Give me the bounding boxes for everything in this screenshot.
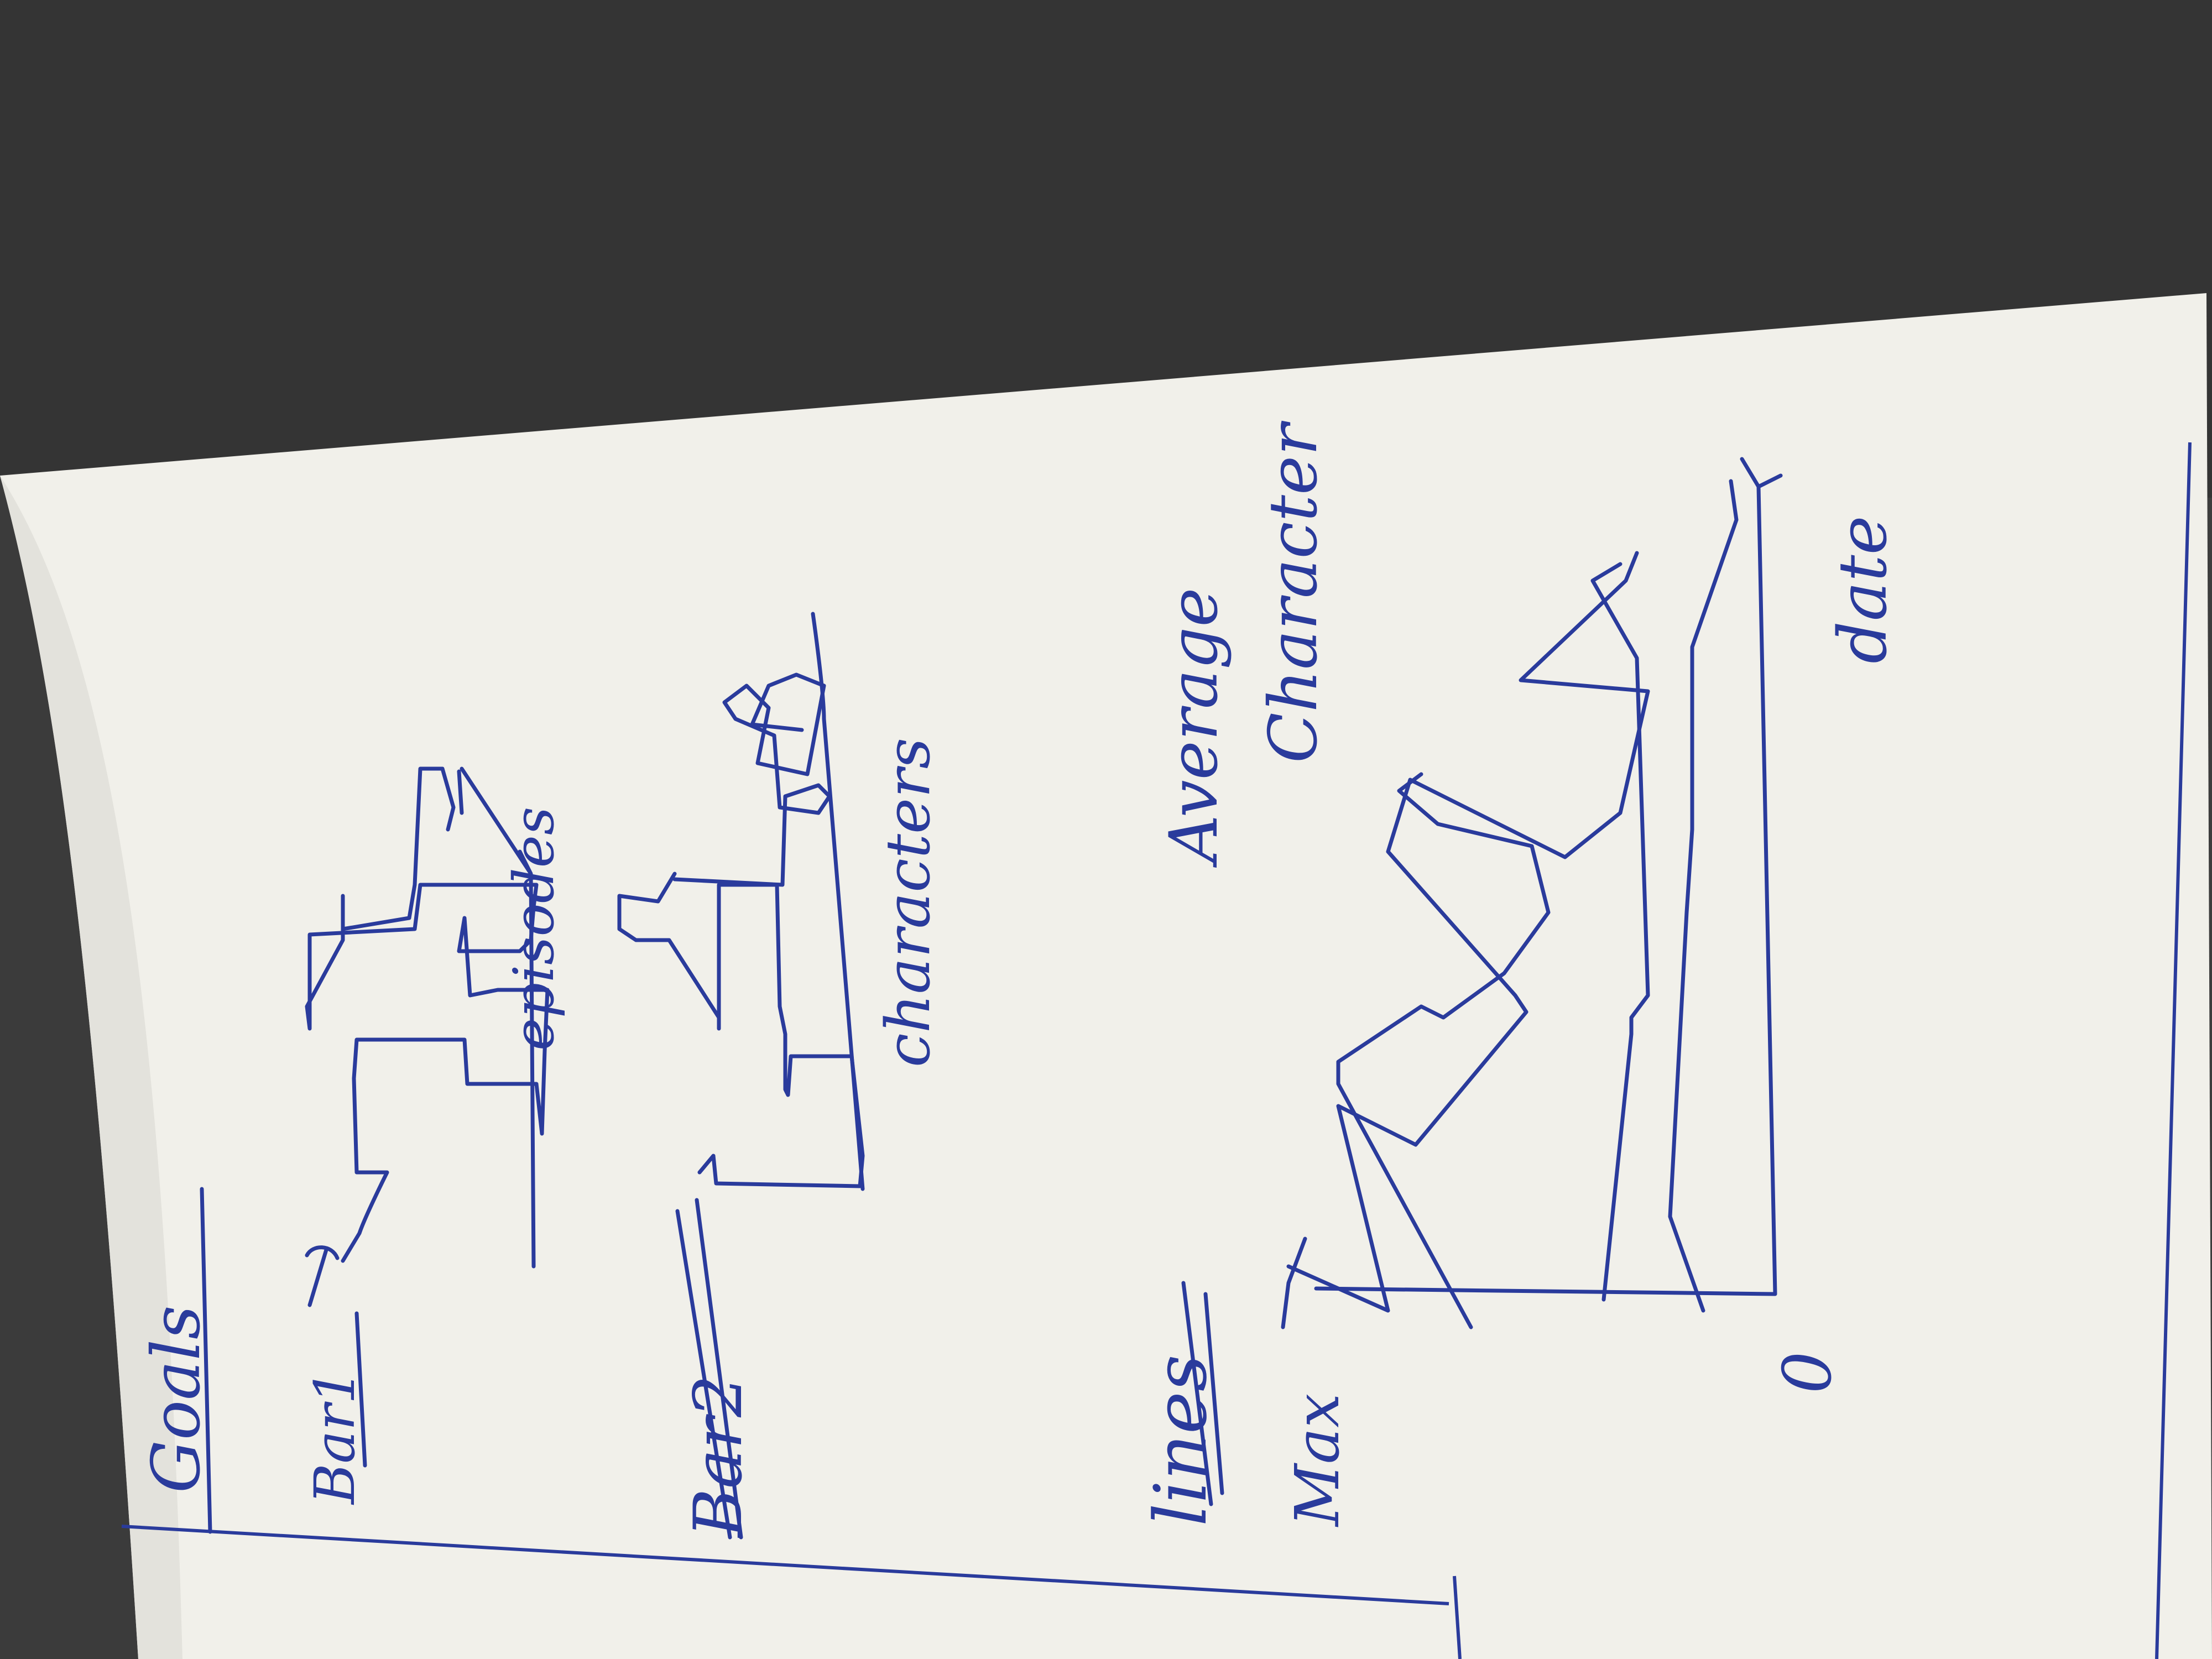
bar2-label: Bar2 — [680, 1375, 757, 1538]
line-chart-x-axis — [1314, 457, 1783, 1296]
bar2-underline-1 — [675, 1209, 732, 1540]
bar1-axis-label: episodes — [502, 807, 566, 1051]
lines-underline-1 — [1181, 1281, 1213, 1506]
bar1-underline — [354, 1311, 367, 1468]
margin-line-horizontal — [121, 1525, 1449, 1605]
lines-underline-2 — [1203, 1292, 1224, 1495]
bar2-axis-label: characters — [873, 738, 943, 1067]
bar1-bars — [305, 766, 550, 1263]
bar2-underline-2 — [695, 1198, 743, 1540]
margin-line-vertical — [2155, 442, 2192, 1659]
side-note-character: Character — [1255, 420, 1332, 763]
paper-curl — [0, 476, 182, 1659]
line-chart-x-axis-label: date — [1825, 515, 1902, 664]
paper-edge-shadow — [0, 476, 138, 1659]
bar1-label: Bar1 — [302, 1369, 367, 1505]
bar1-y-axis-arrow — [305, 1245, 340, 1307]
heading-goals: Goals — [138, 1305, 215, 1493]
line-series-4 — [1668, 479, 1739, 1313]
heading-underline — [200, 1187, 212, 1534]
lines-label: lines — [1139, 1354, 1223, 1526]
bar1-x-axis-arrow — [457, 766, 536, 1269]
line-series-2 — [1336, 772, 1551, 1329]
line-chart-origin-label: 0 — [1770, 1352, 1846, 1394]
bar2-bars-right — [672, 672, 832, 887]
line-series-1 — [1286, 551, 1650, 1313]
line-chart-y-max-label: Max — [1282, 1394, 1353, 1527]
side-note-average: Average — [1156, 588, 1233, 868]
line-chart-y-axis-arrow — [1281, 1237, 1307, 1329]
margin-tick — [1453, 1575, 1462, 1659]
line-series-3 — [1590, 562, 1650, 1302]
paper-sheet — [0, 293, 2212, 1659]
bar2-x-axis — [811, 612, 865, 1191]
